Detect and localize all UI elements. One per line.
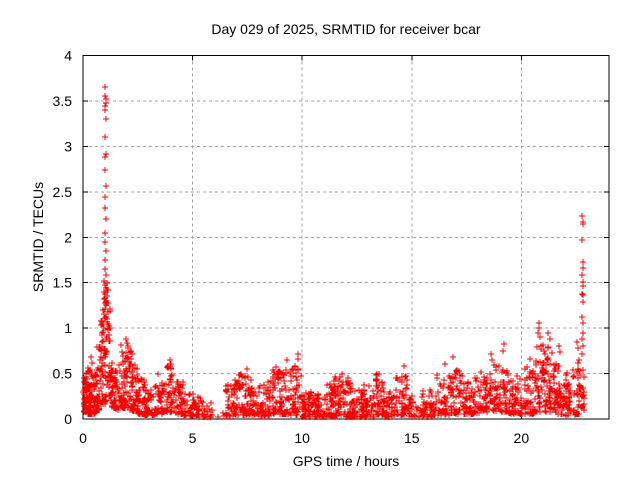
chart-title: Day 029 of 2025, SRMTID for receiver bca…: [211, 21, 481, 37]
y-tick-label: 2.5: [53, 184, 73, 200]
x-axis-label: GPS time / hours: [293, 453, 400, 469]
x-tick-label: 5: [189, 430, 197, 446]
srmtid-series: [80, 84, 587, 420]
y-tick-label: 2: [64, 229, 72, 245]
y-tick-label: 0.5: [53, 366, 73, 382]
y-tick-label: 3.5: [53, 93, 73, 109]
gridlines: [83, 55, 609, 419]
y-tick-label: 1: [64, 320, 72, 336]
x-tick-label: 10: [294, 430, 310, 446]
tick-labels: 0 5 10 15 20 0 0.5 1 1.5 2 2.5 3 3.5 4: [53, 48, 530, 447]
y-tick-label: 1.5: [53, 275, 73, 291]
x-tick-label: 15: [404, 430, 420, 446]
y-tick-label: 0: [64, 411, 72, 427]
y-axis-label: SRMTID / TECUs: [30, 182, 46, 292]
x-tick-label: 0: [79, 430, 87, 446]
x-tick-label: 20: [514, 430, 530, 446]
scatter-points: [80, 84, 587, 420]
y-tick-label: 4: [64, 48, 72, 64]
y-tick-label: 3: [64, 138, 72, 154]
